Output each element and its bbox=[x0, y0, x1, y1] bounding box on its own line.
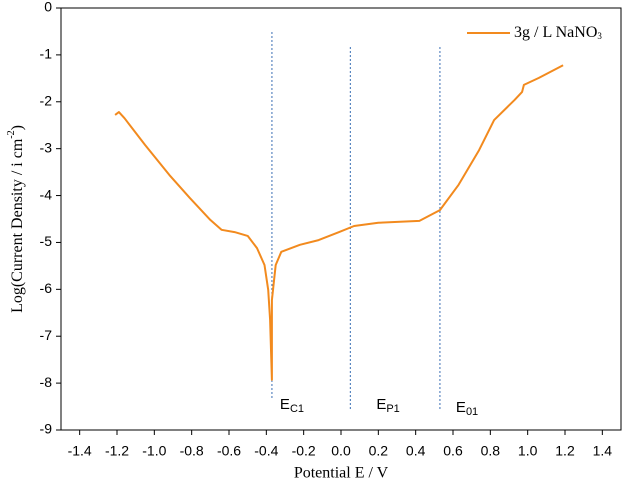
x-tick-label: -0.6 bbox=[217, 443, 241, 459]
x-tick-label: -1.0 bbox=[142, 443, 166, 459]
x-tick-label: -1.4 bbox=[68, 443, 92, 459]
y-tick-label: 0 bbox=[44, 0, 52, 15]
reference-label-main: E bbox=[280, 396, 290, 413]
plot-frame bbox=[60, 7, 622, 431]
reference-label-sub: C1 bbox=[290, 403, 304, 415]
x-axis-title: Potential E / V bbox=[294, 465, 389, 482]
x-tick-label: 0.4 bbox=[406, 443, 426, 459]
y-axis-title-text: Log(Current Density / i cm bbox=[9, 138, 26, 313]
y-tick-label: -4 bbox=[40, 186, 53, 202]
x-tick-label: -1.2 bbox=[105, 443, 129, 459]
x-tick-label: 0.0 bbox=[331, 443, 351, 459]
y-tick-label: -3 bbox=[40, 139, 53, 155]
x-tick-label: 1.0 bbox=[518, 443, 538, 459]
y-tick-label: -7 bbox=[40, 327, 53, 343]
y-axis-title-sup: -2 bbox=[6, 130, 17, 138]
x-tick-label: 0.6 bbox=[443, 443, 463, 459]
reference-label: EP1 bbox=[376, 396, 399, 415]
reference-label-sub: 01 bbox=[466, 406, 478, 418]
reference-label: EC1 bbox=[280, 396, 304, 415]
x-tick-label: 0.2 bbox=[369, 443, 389, 459]
y-axis-title-end: ) bbox=[9, 125, 26, 130]
x-tick-label: 0.8 bbox=[481, 443, 501, 459]
reference-label-main: E bbox=[376, 396, 386, 413]
y-tick-label: -6 bbox=[40, 280, 53, 296]
x-tick-label: -0.4 bbox=[254, 443, 278, 459]
legend-label-text: 3g / L NaNO bbox=[514, 24, 597, 41]
y-tick-label: -8 bbox=[40, 374, 53, 390]
x-tick-label: -0.8 bbox=[180, 443, 204, 459]
y-tick-label: -9 bbox=[40, 421, 53, 437]
y-tick-label: -1 bbox=[40, 46, 53, 62]
x-tick-label: 1.4 bbox=[593, 443, 613, 459]
legend-label-sub: 3 bbox=[597, 31, 602, 41]
reference-label-sub: P1 bbox=[386, 403, 399, 415]
x-tick-label: 1.2 bbox=[555, 443, 575, 459]
legend-label: 3g / L NaNO3 bbox=[514, 24, 602, 41]
y-tick-label: -5 bbox=[40, 233, 53, 249]
y-tick-label: -2 bbox=[40, 92, 53, 108]
y-axis-title: Log(Current Density / i cm-2) bbox=[6, 125, 25, 313]
x-tick-label: -0.2 bbox=[292, 443, 316, 459]
reference-label: E01 bbox=[456, 399, 478, 418]
data-line bbox=[114, 64, 564, 381]
reference-label-main: E bbox=[456, 399, 466, 416]
